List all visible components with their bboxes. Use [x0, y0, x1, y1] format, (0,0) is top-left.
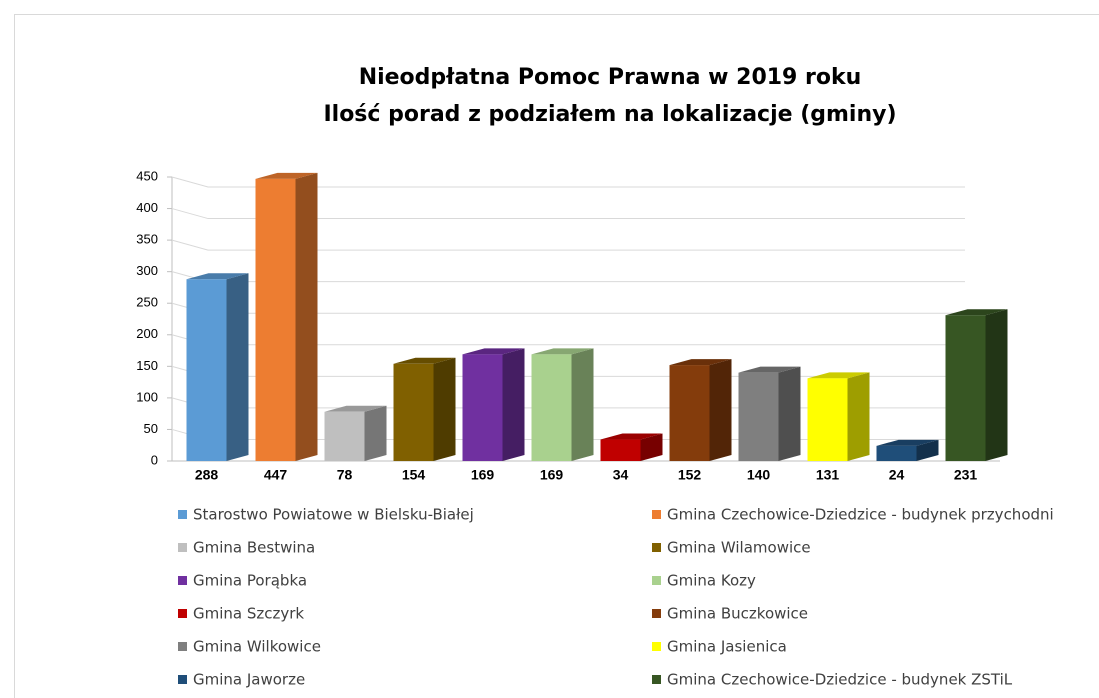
legend-label: Gmina Czechowice-Dziedzice - budynek prz… — [667, 506, 1054, 524]
chart-subtitle: Ilość porad z podziałem na lokalizacje (… — [323, 102, 896, 127]
legend-label: Gmina Czechowice-Dziedzice - budynek ZST… — [667, 671, 1013, 689]
value-label: 231 — [954, 467, 978, 483]
bar-top — [531, 348, 594, 355]
y-tick-label: 100 — [136, 389, 158, 404]
value-label: 34 — [613, 467, 629, 483]
bar-top — [876, 439, 939, 446]
value-label: 24 — [889, 467, 905, 483]
y-tick-label: 250 — [136, 295, 158, 310]
bar-side — [709, 359, 732, 461]
bar — [462, 354, 503, 461]
y-tick-label: 450 — [136, 168, 158, 183]
legend-swatch — [652, 675, 661, 684]
bar-top — [738, 366, 801, 373]
legend-label: Gmina Wilkowice — [193, 638, 321, 656]
bar-top — [600, 433, 663, 440]
legend-swatch — [178, 543, 187, 552]
legend-label: Gmina Bestwina — [193, 539, 315, 557]
bar-side — [847, 372, 870, 461]
bar — [876, 445, 917, 461]
bar — [669, 365, 710, 461]
legend-label: Gmina Szczyrk — [193, 605, 304, 623]
value-label: 169 — [540, 467, 564, 483]
bar-top — [393, 357, 456, 364]
value-label: 288 — [195, 467, 219, 483]
bar-side — [778, 366, 801, 461]
grid-line — [171, 239, 965, 251]
value-label: 447 — [264, 467, 288, 483]
grid-line — [171, 176, 965, 188]
legend-swatch — [652, 609, 661, 618]
bar — [600, 439, 641, 461]
legend-label: Gmina Wilamowice — [667, 539, 811, 557]
bar-side — [985, 309, 1008, 461]
value-label: 131 — [816, 467, 840, 483]
y-tick-label: 200 — [136, 326, 158, 341]
bar-side — [916, 439, 939, 461]
y-tick-label: 50 — [144, 421, 158, 436]
bar-side — [295, 172, 318, 462]
bar-top — [255, 172, 318, 179]
bar — [807, 378, 848, 461]
value-label: 169 — [471, 467, 495, 483]
bar-side — [571, 348, 594, 461]
bar-top — [324, 405, 387, 412]
legend-swatch — [652, 543, 661, 552]
legend-label: Starostwo Powiatowe w Bielsku-Białej — [193, 506, 474, 524]
bar-side — [226, 273, 249, 461]
legend-label: Gmina Jasienica — [667, 638, 787, 656]
bar — [255, 178, 296, 462]
legend-label: Gmina Kozy — [667, 572, 756, 590]
value-label: 152 — [678, 467, 702, 483]
y-tick-label: 150 — [136, 358, 158, 373]
bar-side — [640, 433, 663, 461]
legend-swatch — [178, 576, 187, 585]
legend-swatch — [178, 642, 187, 651]
legend-label: Gmina Porąbka — [193, 572, 307, 590]
bar-side — [433, 357, 456, 461]
bar — [393, 363, 434, 461]
value-label: 140 — [747, 467, 771, 483]
legend-label: Gmina Jaworze — [193, 671, 305, 689]
bar-top — [186, 273, 249, 280]
y-tick-label: 350 — [136, 232, 158, 247]
bar-side — [502, 348, 525, 461]
chart-border — [14, 14, 1099, 698]
bar-top — [807, 372, 870, 379]
legend-label: Gmina Buczkowice — [667, 605, 808, 623]
legend-swatch — [178, 609, 187, 618]
grid-line — [171, 208, 965, 220]
legend-swatch — [178, 675, 187, 684]
value-label: 154 — [402, 467, 426, 483]
bar-top — [669, 359, 732, 366]
legend-swatch — [652, 510, 661, 519]
bar — [945, 315, 986, 461]
bar-side — [364, 405, 387, 461]
legend-swatch — [178, 510, 187, 519]
bar — [186, 279, 227, 461]
legend-swatch — [652, 576, 661, 585]
chart-title: Nieodpłatna Pomoc Prawna w 2019 roku — [359, 65, 862, 90]
y-tick-label: 0 — [151, 452, 158, 467]
y-tick-label: 300 — [136, 263, 158, 278]
value-label: 78 — [337, 467, 353, 483]
bar-top — [462, 348, 525, 355]
legend-swatch — [652, 642, 661, 651]
bar-top — [945, 309, 1008, 316]
bar — [324, 411, 365, 461]
y-tick-label: 400 — [136, 200, 158, 215]
bar — [738, 372, 779, 461]
bar — [531, 354, 572, 461]
